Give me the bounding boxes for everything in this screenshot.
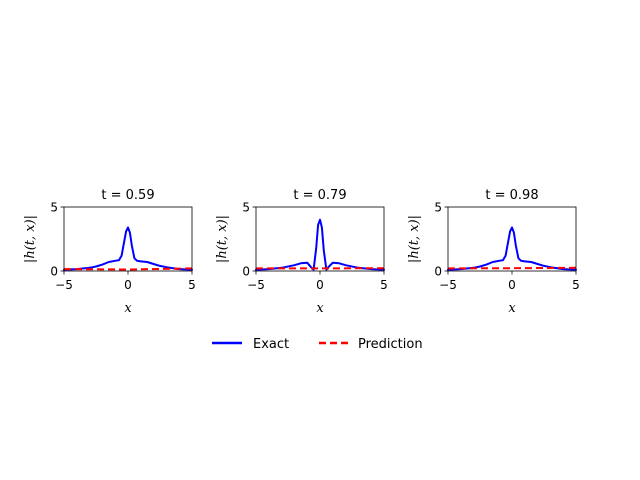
y-axis-label: |h(t, x)| [407, 215, 422, 263]
y-tick-label: 5 [50, 201, 58, 215]
y-tick-label: 5 [434, 201, 442, 215]
x-tick-label: 0 [508, 278, 516, 292]
exact-line [255, 218, 385, 271]
y-tick-label: 5 [242, 201, 250, 215]
legend: Exact Prediction [212, 337, 423, 352]
x-tick-label: −5 [247, 278, 265, 292]
x-tick-label: 5 [380, 278, 388, 292]
x-tick-label: 5 [572, 278, 580, 292]
panel-title: t = 0.79 [293, 188, 346, 203]
x-tick-label: 0 [316, 278, 324, 292]
legend-prediction-label: Prediction [358, 337, 423, 352]
x-tick-label: 5 [188, 278, 196, 292]
panel-title: t = 0.59 [101, 188, 154, 203]
exact-line [447, 226, 577, 271]
legend-exact-label: Exact [253, 337, 289, 352]
y-tick-label: 0 [434, 265, 442, 279]
y-tick-label: 0 [242, 265, 250, 279]
x-axis-label: x [508, 301, 516, 316]
y-axis-label: |h(t, x)| [23, 215, 38, 263]
panel-title: t = 0.98 [485, 188, 538, 203]
exact-line [63, 226, 193, 271]
x-tick-label: −5 [55, 278, 73, 292]
x-axis-label: x [316, 301, 324, 316]
x-tick-label: 0 [124, 278, 132, 292]
x-axis-label: x [124, 301, 132, 316]
y-axis-label: |h(t, x)| [215, 215, 230, 263]
x-tick-label: −5 [439, 278, 457, 292]
y-tick-label: 0 [50, 265, 58, 279]
